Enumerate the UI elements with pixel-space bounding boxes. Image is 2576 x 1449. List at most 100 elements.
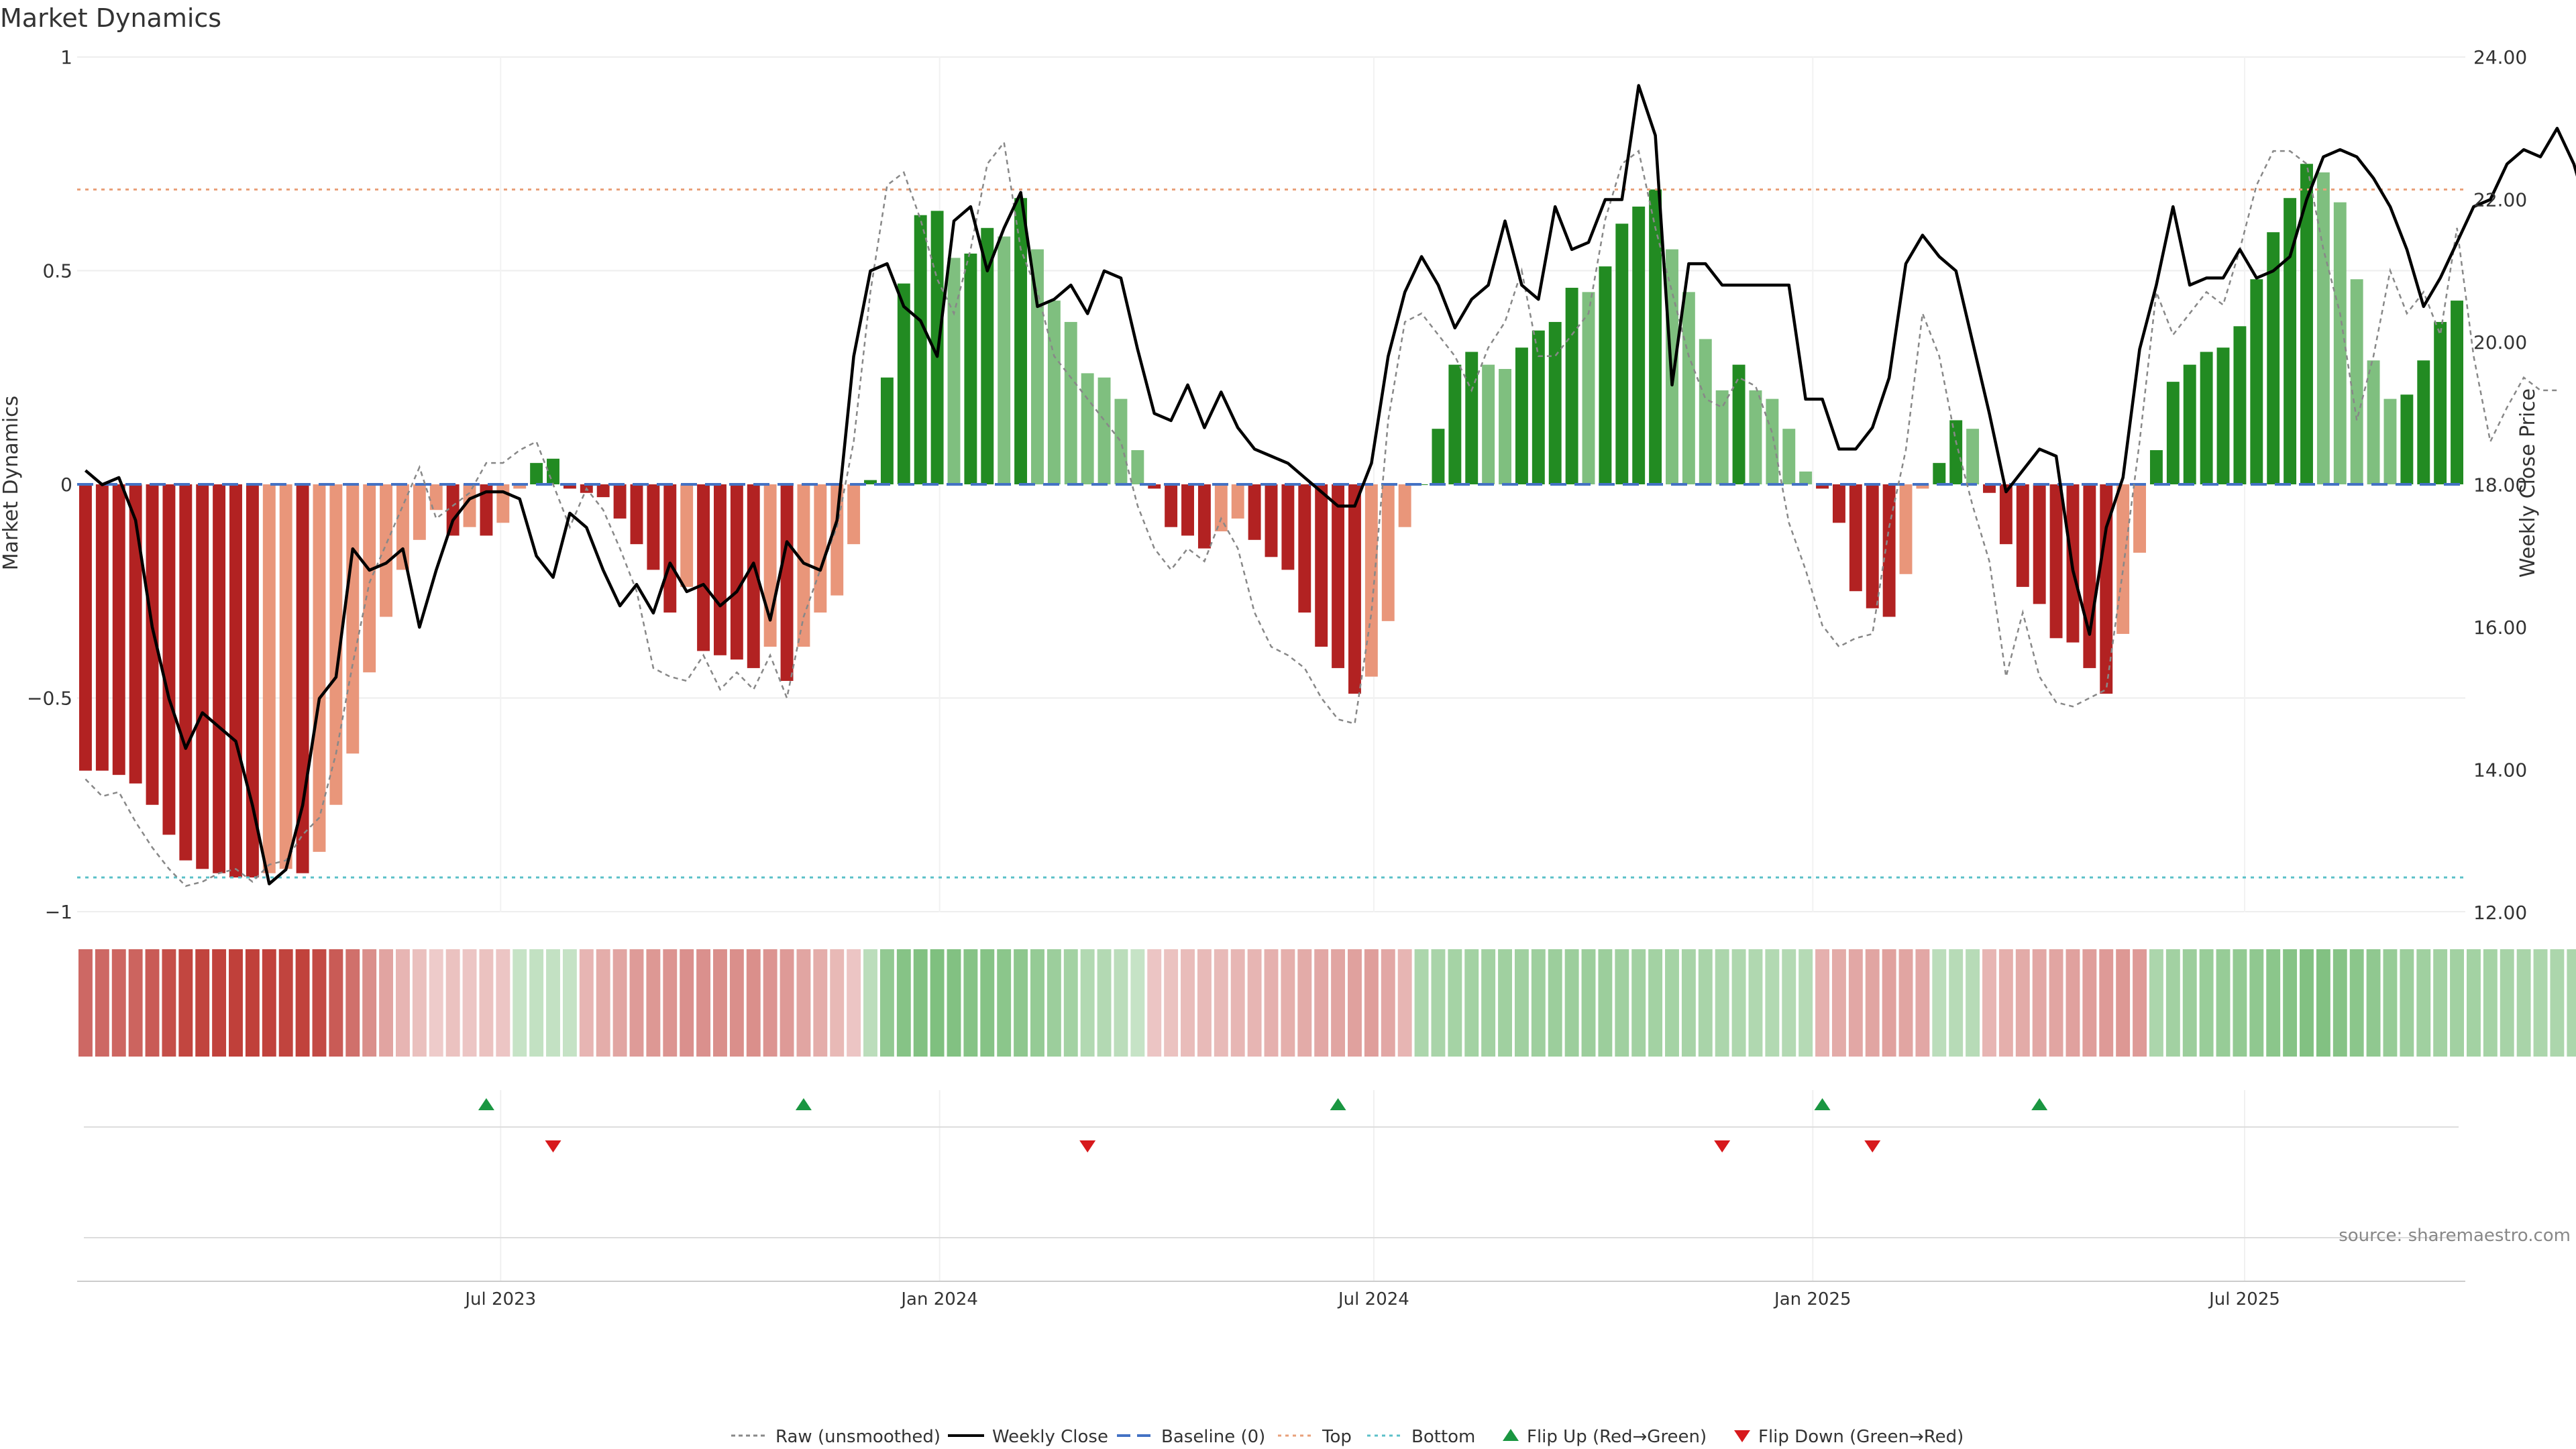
heat-cell — [2383, 949, 2398, 1057]
heat-cell — [2182, 949, 2197, 1057]
momentum-bar — [1882, 484, 1896, 617]
momentum-bar — [1816, 484, 1829, 489]
momentum-bar — [2250, 279, 2263, 484]
y2-tick-label: 22.00 — [2473, 189, 2527, 211]
momentum-bar — [2233, 326, 2247, 484]
momentum-bar — [162, 484, 176, 835]
momentum-bar — [2400, 394, 2414, 484]
heat-cell — [579, 949, 594, 1057]
momentum-bar — [1197, 484, 1211, 549]
grid-layer — [77, 56, 2465, 1281]
heat-cell — [1564, 949, 1579, 1057]
flip-down-marker — [545, 1140, 561, 1152]
heat-cell — [2366, 949, 2381, 1057]
heat-cell — [947, 949, 961, 1057]
momentum-bar — [2083, 484, 2096, 668]
heat-cell — [713, 949, 727, 1057]
heat-cell — [412, 949, 427, 1057]
heat-cell — [2149, 949, 2163, 1057]
momentum-bar — [262, 484, 276, 873]
momentum-bar — [246, 484, 259, 878]
heat-cell — [1949, 949, 1964, 1057]
heat-cell — [1297, 949, 1312, 1057]
legend-swatch-flip-up — [1503, 1429, 1519, 1441]
momentum-bar — [2367, 360, 2380, 484]
momentum-bar — [429, 484, 443, 511]
heat-cell — [2567, 949, 2576, 1057]
momentum-bar — [1899, 484, 1913, 574]
heat-cell — [1615, 949, 1629, 1057]
momentum-bar — [1214, 484, 1228, 532]
heat-cell — [1114, 949, 1128, 1057]
momentum-bar — [2183, 364, 2196, 484]
momentum-bar — [480, 484, 493, 536]
y-tick-label: 0 — [60, 474, 72, 496]
momentum-bar — [914, 215, 927, 484]
momentum-bar — [1949, 420, 1963, 484]
heat-cell — [145, 949, 160, 1057]
heat-cell — [612, 949, 627, 1057]
heat-cell — [680, 949, 694, 1057]
chart-title: Market Dynamics — [0, 3, 221, 33]
raw-line — [85, 140, 2557, 888]
momentum-bar — [1682, 292, 1695, 484]
momentum-bar — [1515, 347, 1528, 484]
momentum-bar — [1097, 377, 1111, 484]
momentum-bar — [129, 484, 142, 784]
momentum-bar — [1432, 429, 1445, 484]
momentum-bar — [2284, 198, 2297, 484]
heat-cell — [529, 949, 544, 1057]
heat-cell — [245, 949, 260, 1057]
heat-cell — [913, 949, 928, 1057]
legend-label: Flip Down (Green→Red) — [1758, 1427, 1964, 1447]
momentum-bar — [964, 254, 977, 484]
momentum-bar — [530, 463, 543, 484]
heat-cell — [1481, 949, 1496, 1057]
momentum-bar — [2267, 232, 2280, 484]
heat-cell — [847, 949, 861, 1057]
momentum-bar — [998, 236, 1011, 484]
momentum-bar — [78, 484, 92, 771]
heat-cell — [1181, 949, 1195, 1057]
heat-cell — [2015, 949, 2030, 1057]
momentum-bar — [814, 484, 827, 613]
y2-tick-label: 12.00 — [2473, 902, 2527, 924]
momentum-bar — [1999, 484, 2012, 545]
heat-cell — [2283, 949, 2298, 1057]
heat-cell — [763, 949, 777, 1057]
heat-cell — [696, 949, 711, 1057]
momentum-bar — [1715, 390, 1729, 484]
momentum-bar — [1332, 484, 1345, 668]
momentum-bar — [1448, 364, 1462, 484]
momentum-bar — [95, 484, 109, 771]
heat-cell — [1548, 949, 1562, 1057]
heat-cell — [295, 949, 310, 1057]
momentum-bar — [714, 484, 727, 655]
heat-cell — [1464, 949, 1479, 1057]
heat-cell — [663, 949, 678, 1057]
heat-cell — [128, 949, 143, 1057]
heat-cell — [896, 949, 911, 1057]
flip-down-marker — [1714, 1140, 1731, 1152]
heat-cell — [229, 949, 243, 1057]
heat-cell — [646, 949, 661, 1057]
heat-cell — [1782, 949, 1796, 1057]
momentum-bar — [513, 484, 527, 489]
heat-cell — [1431, 949, 1446, 1057]
momentum-bar — [229, 484, 242, 878]
heat-cell — [1414, 949, 1429, 1057]
heat-cell — [1815, 949, 1829, 1057]
momentum-bar — [112, 484, 125, 775]
momentum-bar — [830, 484, 844, 596]
heat-cell — [1281, 949, 1295, 1057]
momentum-bar — [1231, 484, 1244, 519]
heat-cell — [379, 949, 394, 1057]
heat-cell — [546, 949, 560, 1057]
heat-cell — [2065, 949, 2080, 1057]
y-tick-label: −1 — [45, 901, 72, 923]
legend-label: Top — [1322, 1427, 1352, 1447]
momentum-bar — [1398, 484, 1411, 527]
heat-cell — [1314, 949, 1329, 1057]
heat-cell — [1063, 949, 1078, 1057]
